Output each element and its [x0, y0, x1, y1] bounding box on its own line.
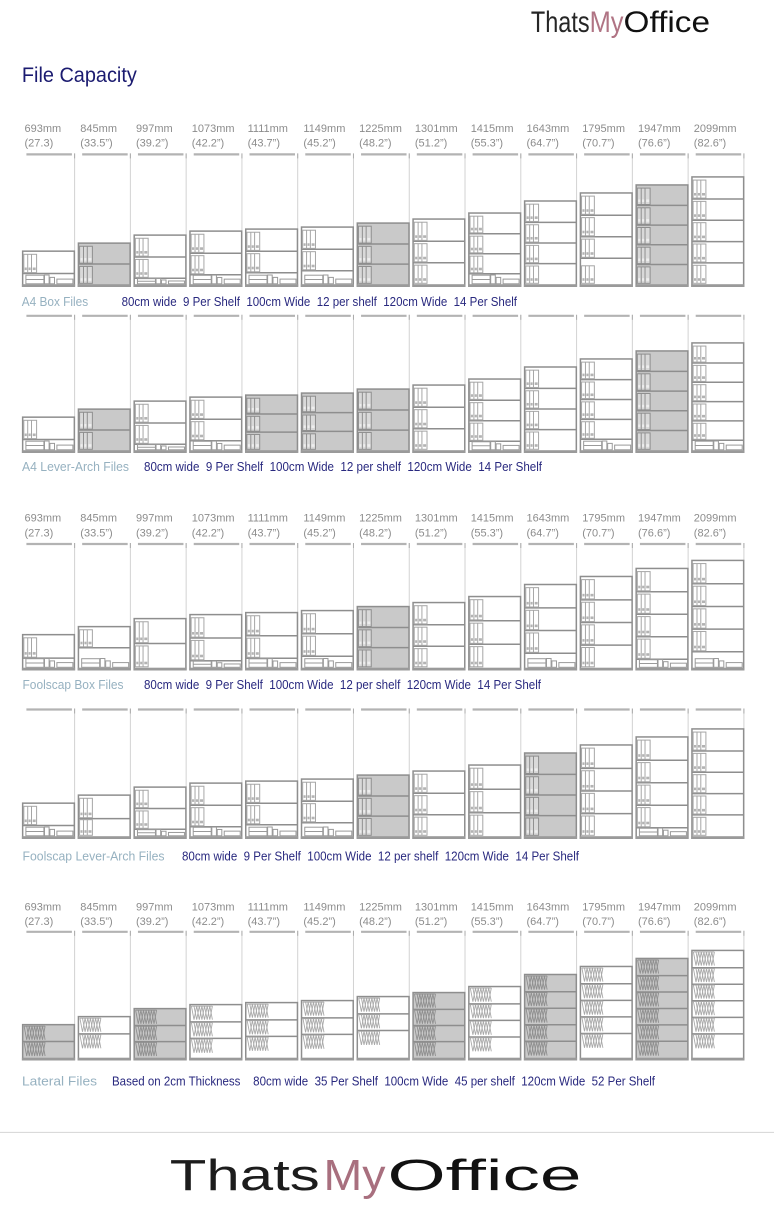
svg-text:(55.3”): (55.3”) — [471, 138, 503, 150]
svg-text:693mm: 693mm — [25, 513, 62, 525]
svg-text:2099mm: 2099mm — [694, 123, 737, 135]
svg-text:(33.5”): (33.5”) — [80, 138, 112, 150]
svg-text:2099mm: 2099mm — [694, 513, 737, 525]
svg-text:(51.2”): (51.2”) — [415, 528, 447, 540]
svg-text:1111mm: 1111mm — [248, 902, 288, 914]
svg-text:(48.2”): (48.2”) — [359, 528, 391, 540]
svg-text:997mm: 997mm — [136, 902, 173, 914]
svg-text:(51.2”): (51.2”) — [415, 138, 447, 150]
svg-text:1073mm: 1073mm — [192, 513, 235, 525]
svg-text:1111mm: 1111mm — [248, 123, 288, 135]
svg-text:(39.2”): (39.2”) — [136, 528, 168, 540]
svg-text:(76.6”): (76.6”) — [638, 916, 670, 928]
svg-text:1415mm: 1415mm — [471, 513, 514, 525]
svg-text:(27.3): (27.3) — [25, 528, 54, 540]
svg-text:(42.2”): (42.2”) — [192, 916, 224, 928]
svg-text:1415mm: 1415mm — [471, 123, 514, 135]
svg-text:997mm: 997mm — [136, 123, 173, 135]
svg-text:(27.3): (27.3) — [25, 916, 54, 928]
svg-text:1947mm: 1947mm — [638, 513, 681, 525]
svg-text:80cm wide 9 Per Shelf 100cm: 80cm wide 9 Per Shelf 100cm Wide 12 per … — [144, 460, 542, 474]
svg-text:(48.2”): (48.2”) — [359, 916, 391, 928]
svg-text:693mm: 693mm — [25, 902, 62, 914]
svg-text:(45.2”): (45.2”) — [303, 138, 335, 150]
svg-text:A4 Lever-Arch Files: A4 Lever-Arch Files — [22, 460, 129, 474]
svg-text:(64.7”): (64.7”) — [527, 916, 559, 928]
svg-text:80cm wide 9 Per Shelf 100cm: 80cm wide 9 Per Shelf 100cm Wide 12 per … — [122, 295, 518, 309]
svg-text:1225mm: 1225mm — [359, 123, 402, 135]
svg-text:(55.3”): (55.3”) — [471, 916, 503, 928]
svg-text:693mm: 693mm — [25, 123, 62, 135]
svg-text:845mm: 845mm — [80, 902, 117, 914]
svg-text:(55.3”): (55.3”) — [471, 528, 503, 540]
svg-text:Lateral Files: Lateral Files — [22, 1074, 97, 1088]
svg-text:(76.6”): (76.6”) — [638, 138, 670, 150]
svg-text:Foolscap Box Files: Foolscap Box Files — [23, 678, 124, 692]
svg-text:80cm wide 9 Per Shelf 100cm: 80cm wide 9 Per Shelf 100cm Wide 12 per … — [144, 678, 541, 692]
svg-text:845mm: 845mm — [80, 123, 117, 135]
svg-text:My: My — [590, 6, 624, 39]
svg-text:1947mm: 1947mm — [638, 123, 681, 135]
svg-text:1073mm: 1073mm — [192, 902, 235, 914]
svg-text:(39.2”): (39.2”) — [136, 138, 168, 150]
svg-text:File Capacity: File Capacity — [22, 63, 137, 87]
svg-text:(82.6”): (82.6”) — [694, 916, 726, 928]
svg-text:(48.2”): (48.2”) — [359, 138, 391, 150]
svg-text:(42.2”): (42.2”) — [192, 138, 224, 150]
svg-text:1149mm: 1149mm — [303, 123, 345, 135]
svg-text:1795mm: 1795mm — [582, 513, 625, 525]
svg-text:1111mm: 1111mm — [248, 513, 288, 525]
svg-text:(39.2”): (39.2”) — [136, 916, 168, 928]
svg-text:(76.6”): (76.6”) — [638, 528, 670, 540]
svg-text:(42.2”): (42.2”) — [192, 528, 224, 540]
svg-text:1073mm: 1073mm — [192, 123, 235, 135]
svg-text:1795mm: 1795mm — [582, 902, 625, 914]
svg-text:(45.2”): (45.2”) — [303, 916, 335, 928]
svg-text:(70.7”): (70.7”) — [582, 916, 614, 928]
svg-text:(82.6”): (82.6”) — [694, 138, 726, 150]
svg-text:Foolscap Lever-Arch Files: Foolscap Lever-Arch Files — [23, 850, 165, 864]
svg-text:(70.7”): (70.7”) — [582, 528, 614, 540]
svg-text:(33.5”): (33.5”) — [80, 916, 112, 928]
svg-text:997mm: 997mm — [136, 513, 173, 525]
svg-text:1795mm: 1795mm — [582, 123, 625, 135]
svg-text:1947mm: 1947mm — [638, 902, 681, 914]
svg-text:(43.7”): (43.7”) — [248, 916, 280, 928]
svg-text:1149mm: 1149mm — [303, 902, 345, 914]
svg-text:(70.7”): (70.7”) — [582, 138, 614, 150]
svg-text:1149mm: 1149mm — [303, 513, 345, 525]
svg-text:1301mm: 1301mm — [415, 513, 458, 525]
svg-text:1643mm: 1643mm — [527, 513, 570, 525]
svg-text:(64.7”): (64.7”) — [527, 528, 559, 540]
svg-text:(43.7”): (43.7”) — [248, 138, 280, 150]
svg-text:845mm: 845mm — [80, 513, 117, 525]
svg-text:Thats: Thats — [170, 1152, 320, 1200]
svg-text:1301mm: 1301mm — [415, 902, 458, 914]
svg-text:2099mm: 2099mm — [694, 902, 737, 914]
svg-text:Thats: Thats — [531, 6, 590, 39]
svg-text:1415mm: 1415mm — [471, 902, 514, 914]
svg-text:(27.3): (27.3) — [25, 138, 54, 150]
svg-text:Based on 2cm Thickness 80cm: Based on 2cm Thickness 80cm wide 35 Per … — [112, 1074, 655, 1088]
svg-text:A4 Box Files: A4 Box Files — [22, 295, 89, 309]
svg-text:(64.7”): (64.7”) — [527, 138, 559, 150]
svg-text:1643mm: 1643mm — [527, 902, 570, 914]
svg-text:(43.7”): (43.7”) — [248, 528, 280, 540]
svg-text:(51.2”): (51.2”) — [415, 916, 447, 928]
svg-text:Office: Office — [624, 6, 711, 39]
svg-text:My: My — [324, 1152, 386, 1200]
svg-text:80cm wide 9 Per Shelf 100cm: 80cm wide 9 Per Shelf 100cm Wide 12 per … — [182, 850, 579, 864]
svg-text:(82.6”): (82.6”) — [694, 528, 726, 540]
svg-text:1643mm: 1643mm — [527, 123, 570, 135]
svg-text:(45.2”): (45.2”) — [303, 528, 335, 540]
svg-text:1301mm: 1301mm — [415, 123, 458, 135]
svg-text:1225mm: 1225mm — [359, 513, 402, 525]
svg-text:(33.5”): (33.5”) — [80, 528, 112, 540]
svg-text:Office: Office — [388, 1152, 582, 1200]
svg-text:1225mm: 1225mm — [359, 902, 402, 914]
